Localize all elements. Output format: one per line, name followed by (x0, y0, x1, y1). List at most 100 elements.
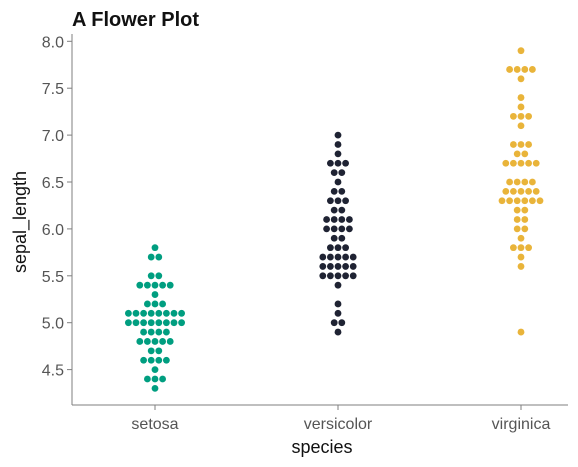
data-point-versicolor (330, 234, 338, 242)
data-point-versicolor (349, 263, 357, 270)
data-point-versicolor (338, 169, 346, 177)
y-tick-label: 5.0 (42, 316, 64, 333)
data-point-setosa (163, 309, 170, 317)
data-point-virginica (529, 66, 536, 73)
data-point-versicolor (334, 300, 342, 308)
data-point-versicolor (334, 253, 342, 261)
data-point-versicolor (338, 216, 346, 223)
data-point-versicolor (334, 328, 342, 336)
data-point-virginica (506, 197, 513, 205)
x-ticks: setosa versicolor virginica (131, 405, 550, 433)
data-point-versicolor (342, 253, 349, 261)
data-point-virginica (521, 225, 529, 233)
data-point-versicolor (330, 187, 338, 195)
data-point-versicolor (330, 225, 338, 233)
data-point-virginica (525, 141, 532, 148)
data-point-virginica (517, 112, 525, 120)
data-point-versicolor (330, 319, 338, 327)
data-point-virginica (513, 150, 521, 158)
data-point-setosa (151, 244, 159, 252)
data-point-virginica (517, 47, 525, 55)
data-point-virginica (502, 187, 510, 195)
y-tick-label: 7.5 (42, 81, 64, 98)
data-point-virginica (510, 187, 517, 195)
data-point-versicolor (327, 159, 334, 167)
data-point-versicolor (334, 141, 342, 148)
data-point-versicolor (349, 253, 357, 261)
y-tick-label: 8.0 (42, 34, 64, 51)
data-point-versicolor (342, 272, 349, 280)
data-point-setosa (166, 338, 174, 345)
data-point-setosa (124, 319, 132, 327)
data-point-virginica (532, 159, 540, 167)
data-point-virginica (517, 253, 525, 261)
data-point-versicolor (334, 197, 342, 205)
data-point-setosa (124, 309, 132, 317)
y-tick-label: 5.5 (42, 269, 64, 286)
data-point-virginica (510, 159, 517, 167)
data-point-setosa (147, 328, 155, 336)
data-point-virginica (521, 197, 529, 205)
data-point-setosa (147, 272, 155, 280)
y-axis-label: sepal_length (10, 171, 31, 273)
data-point-setosa (163, 328, 170, 336)
data-point-virginica (506, 178, 513, 186)
data-point-virginica (521, 216, 529, 223)
data-point-virginica (513, 206, 521, 214)
y-tick-label: 4.5 (42, 363, 64, 380)
data-point-virginica (521, 66, 529, 73)
data-point-setosa (147, 356, 155, 364)
data-point-virginica (498, 197, 506, 205)
data-point-setosa (151, 366, 159, 373)
data-point-setosa (155, 319, 163, 327)
data-point-virginica (529, 197, 536, 205)
data-point-versicolor (327, 197, 334, 205)
data-point-setosa (140, 319, 148, 327)
x-tick-label: setosa (131, 416, 178, 433)
data-point-versicolor (327, 263, 334, 270)
data-point-virginica (506, 66, 513, 73)
data-point-setosa (132, 309, 140, 317)
data-point-versicolor (323, 216, 330, 223)
data-point-versicolor (338, 206, 346, 214)
data-point-versicolor (334, 309, 342, 317)
data-point-setosa (159, 300, 167, 308)
data-point-versicolor (330, 216, 338, 223)
data-point-virginica (532, 187, 540, 195)
data-point-setosa (144, 281, 151, 289)
data-point-virginica (513, 178, 521, 186)
data-point-virginica (517, 159, 525, 167)
data-point-virginica (513, 197, 521, 205)
data-point-versicolor (338, 225, 346, 233)
data-point-setosa (140, 328, 148, 336)
data-point-virginica (517, 328, 525, 336)
data-point-setosa (147, 319, 155, 327)
data-point-setosa (136, 281, 144, 289)
data-point-virginica (517, 122, 525, 130)
data-point-setosa (147, 253, 155, 261)
data-point-setosa (136, 338, 144, 345)
data-point-virginica (510, 141, 517, 148)
y-ticks: 4.5 5.0 5.5 6.0 6.5 7.0 7.5 8.0 (42, 34, 72, 380)
data-point-setosa (147, 347, 155, 355)
data-point-setosa (147, 309, 155, 317)
data-point-virginica (502, 159, 510, 167)
x-axis-label: species (291, 437, 352, 457)
data-point-setosa (140, 309, 148, 317)
data-point-setosa (170, 319, 178, 327)
data-point-versicolor (330, 169, 338, 177)
data-point-virginica (521, 206, 529, 214)
data-point-setosa (144, 300, 151, 308)
data-point-setosa (144, 375, 151, 383)
chart-title: A Flower Plot (72, 9, 199, 31)
data-point-setosa (170, 309, 178, 317)
data-point-versicolor (334, 281, 342, 289)
data-point-versicolor (338, 187, 346, 195)
data-point-versicolor (342, 244, 349, 252)
data-point-virginica (536, 197, 544, 205)
data-point-virginica (525, 187, 532, 195)
data-point-setosa (178, 309, 186, 317)
data-point-setosa (155, 328, 163, 336)
data-point-setosa (155, 253, 163, 261)
